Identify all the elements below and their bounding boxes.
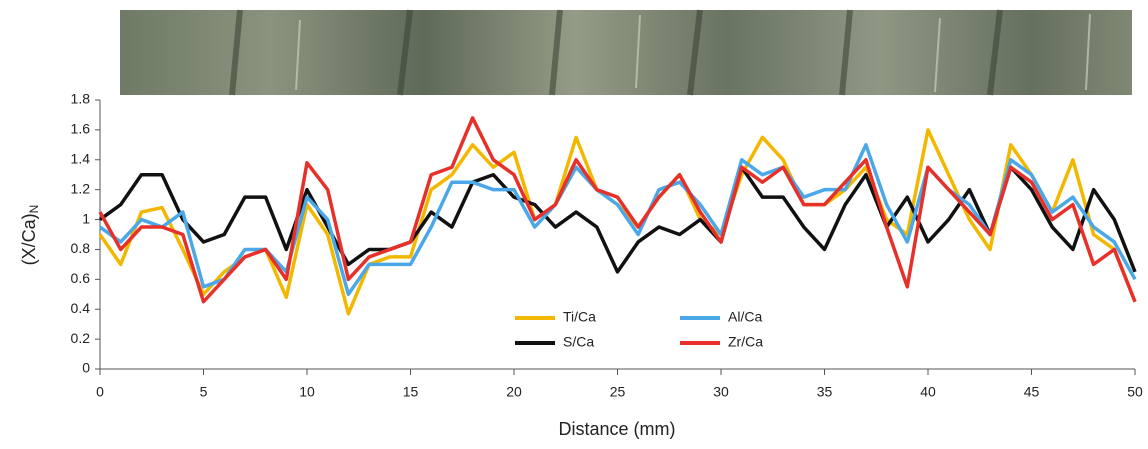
y-tick-label: 0.2 [71,330,91,346]
x-tick-label: 20 [506,384,522,400]
y-tick-label: 0.6 [71,270,91,286]
legend-label: Al/Ca [728,309,762,325]
y-axis-label-subscript: N [27,205,41,214]
y-tick-label: 1.8 [71,91,91,107]
y-axis-label-main: (X/Ca) [19,213,39,265]
y-axis-label: (X/Ca)N [19,205,41,266]
x-tick-label: 0 [96,384,104,400]
y-tick-label: 1.6 [71,121,91,137]
x-tick-label: 25 [610,384,626,400]
x-axis-label: Distance (mm) [558,419,675,439]
x-tick-label: 35 [817,384,833,400]
x-tick-label: 50 [1127,384,1143,400]
y-tick-label: 1.4 [71,150,91,166]
legend-label: S/Ca [563,334,594,350]
x-tick-label: 30 [713,384,729,400]
x-tick-label: 45 [1024,384,1040,400]
core-photo [120,9,1132,96]
x-tick-label: 10 [299,384,315,400]
y-tick-label: 0.8 [71,240,91,256]
y-tick-label: 0 [82,360,90,376]
y-tick-label: 1.2 [71,180,91,196]
x-tick-label: 15 [403,384,419,400]
y-tick-label: 1 [82,210,90,226]
x-tick-label: 5 [200,384,208,400]
series-line [98,116,1137,304]
legend-label: Zr/Ca [728,334,763,350]
legend-label: Ti/Ca [563,309,596,325]
y-tick-label: 0.4 [71,300,91,316]
x-tick-label: 40 [920,384,936,400]
